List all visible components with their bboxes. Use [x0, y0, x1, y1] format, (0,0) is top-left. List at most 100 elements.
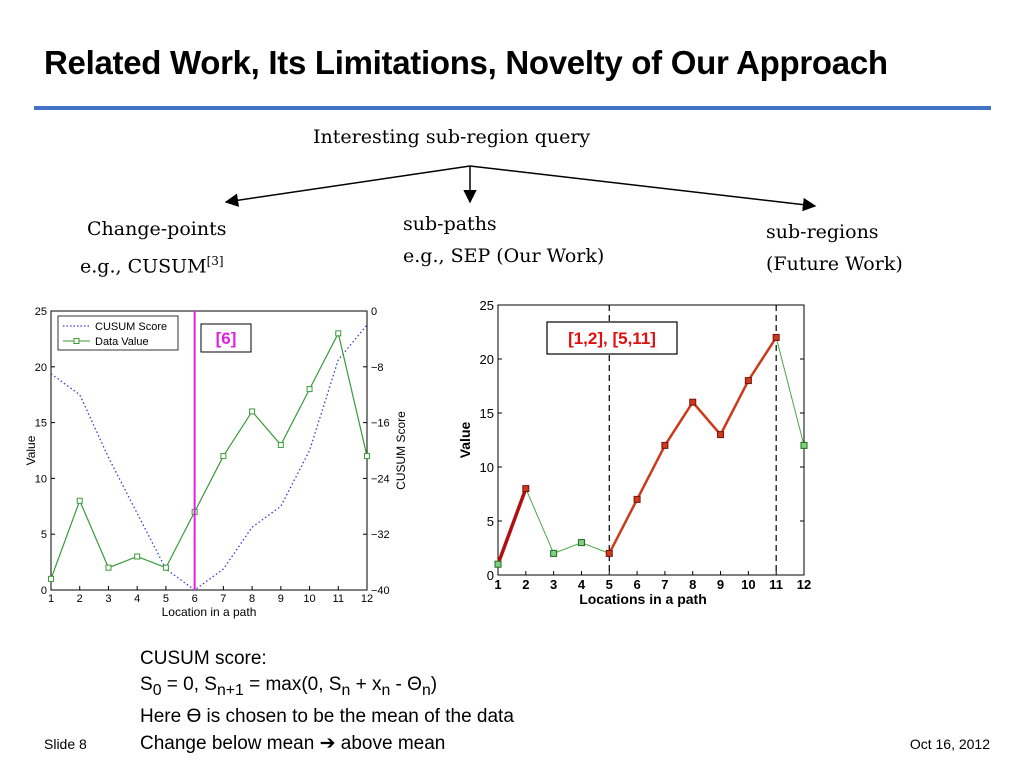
- branch-sub-paths: sub-paths e.g., SEP (Our Work): [403, 208, 604, 272]
- value-point: [800, 441, 808, 449]
- data-value-point: [306, 386, 313, 393]
- x-tick-label: 5: [163, 593, 169, 605]
- y-tick-label: 15: [480, 406, 494, 421]
- value-point: [577, 539, 585, 547]
- y2-tick-label: −8: [371, 362, 384, 374]
- data-value-point: [220, 453, 227, 460]
- data-value-point: [162, 564, 169, 571]
- annotation-box: [200, 323, 252, 353]
- x-tick-label: 6: [633, 577, 640, 592]
- y-axis-label: Value: [24, 435, 38, 465]
- x-tick-label: 2: [77, 593, 83, 605]
- branch-sub-paths-title: sub-paths: [403, 213, 497, 235]
- highlighted-point: [689, 398, 697, 406]
- x-tick-label: 3: [105, 593, 111, 605]
- plot-frame: [50, 310, 368, 591]
- y-tick-label: 0: [487, 568, 494, 583]
- y2-axis-label: CUSUM Score: [394, 411, 408, 490]
- y-tick-label: 15: [35, 418, 47, 430]
- annotation-label: [6]: [216, 329, 237, 348]
- branch-change-points-title: Change-points: [87, 218, 227, 240]
- y2-tick-label: −16: [371, 418, 390, 430]
- branch-change-points: Change-points e.g., CUSUM[3]: [80, 213, 226, 282]
- x-tick-label: 12: [797, 577, 811, 592]
- y-tick-label: 0: [41, 585, 47, 597]
- x-tick-label: 5: [606, 577, 613, 592]
- data-value-series-line: [50, 331, 368, 580]
- branch-sub-regions: sub-regions (Future Work): [766, 216, 903, 280]
- legend-data-marker: [73, 338, 80, 344]
- x-axis-label: Locations in a path: [579, 591, 707, 607]
- y-tick-label: 5: [487, 514, 494, 529]
- x-tick-label: 6: [192, 593, 198, 605]
- y-tick-label: 10: [480, 460, 494, 475]
- highlighted-point: [605, 549, 613, 557]
- x-tick-label: 2: [522, 577, 529, 592]
- data-value-point: [277, 441, 284, 448]
- data-value-point: [335, 330, 342, 337]
- data-value-point: [134, 553, 141, 560]
- x-tick-label: 9: [278, 593, 284, 605]
- x-tick-label: 8: [249, 593, 255, 605]
- x-tick-label: 11: [333, 593, 344, 605]
- y2-tick-label: −40: [371, 585, 390, 597]
- legend-data-label: Data Value: [95, 336, 149, 348]
- data-value-point: [249, 408, 256, 415]
- formula-change-note: Change below mean ➔ above mean: [140, 731, 446, 754]
- branch-sub-paths-example: e.g., SEP (Our Work): [403, 245, 605, 267]
- y-tick-label: 10: [35, 473, 47, 485]
- y-tick-label: 25: [35, 306, 47, 318]
- x-axis-label: Location in a path: [162, 605, 257, 619]
- annotation-label: [1,2], [5,11]: [568, 329, 656, 348]
- data-value-point: [364, 453, 370, 460]
- x-tick-label: 10: [741, 577, 755, 592]
- legend-box: [57, 315, 179, 351]
- highlighted-segment-line: [496, 487, 528, 565]
- y2-tick-label: −24: [371, 473, 390, 485]
- y-axis-label: Value: [457, 422, 473, 459]
- highlighted-point: [717, 431, 725, 439]
- x-tick-label: 7: [661, 577, 668, 592]
- y-tick-label: 20: [35, 362, 47, 374]
- slide-date: Oct 16, 2012: [909, 736, 990, 752]
- slide-number: Slide 8: [44, 736, 87, 752]
- legend-cusum-label: CUSUM Score: [95, 321, 167, 333]
- x-tick-label: 12: [361, 593, 373, 605]
- y-tick-label: 25: [480, 298, 494, 313]
- x-tick-label: 11: [769, 577, 783, 592]
- x-tick-label: 4: [578, 577, 586, 592]
- y2-tick-label: 0: [371, 306, 377, 318]
- branch-sub-regions-example: (Future Work): [766, 253, 903, 275]
- value-point: [494, 560, 502, 568]
- slide-title: Related Work, Its Limitations, Novelty o…: [44, 44, 888, 81]
- arrow-to-change-points: [224, 165, 471, 207]
- x-tick-label: 4: [134, 593, 140, 605]
- highlighted-point: [661, 441, 669, 449]
- data-value-point: [76, 497, 83, 504]
- x-tick-label: 8: [689, 577, 696, 592]
- branch-sub-regions-title: sub-regions: [766, 221, 879, 243]
- highlighted-point: [633, 495, 641, 503]
- tree-root: Interesting sub-region query: [313, 126, 591, 148]
- sep-chart: 0 5 10 15 20 25 1 2 3 4 5 6 7 8 9 10 11 12 Locations in a …: [452, 292, 824, 627]
- y-tick-label: 20: [480, 352, 494, 367]
- x-tick-label: 9: [717, 577, 724, 592]
- x-tick-label: 1: [48, 593, 54, 605]
- x-tick-label: 10: [303, 593, 315, 605]
- branch-change-points-example: e.g., CUSUM[3]: [80, 254, 224, 278]
- cusum-chart: 0 5 10 15 20 25 0 −8 −16 −24 −32 −40 1 2 3 4 5 6 7 8 9 10 11 12…: [18, 298, 418, 625]
- y2-tick-label: −32: [371, 529, 390, 541]
- highlighted-point: [744, 377, 752, 385]
- formula-theta-note: Here Ɵ is chosen to be the mean of the d…: [140, 705, 514, 727]
- citation-ref: [3]: [206, 254, 224, 268]
- value-point: [550, 549, 558, 557]
- cusum-series-line: [50, 324, 368, 591]
- arrow-to-sub-regions: [469, 165, 817, 212]
- formula-equation: S0 = 0, Sn+1 = max(0, Sn + xn - Θn): [140, 674, 438, 699]
- title-underline: [34, 106, 991, 110]
- data-value-point: [48, 575, 54, 582]
- y-tick-label: 5: [41, 529, 47, 541]
- tree-arrows: [224, 165, 817, 212]
- x-tick-label: 7: [220, 593, 226, 605]
- highlighted-point: [522, 485, 530, 493]
